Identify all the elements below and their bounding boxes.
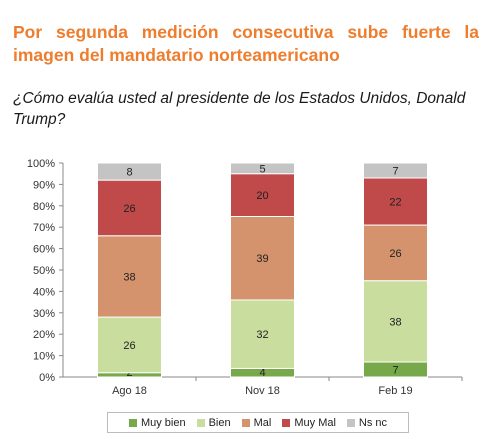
data-label: 8: [126, 167, 132, 179]
data-label: 32: [256, 329, 268, 341]
bar-segment: [363, 162, 428, 179]
bar-segment: [363, 224, 428, 282]
bar-segment: [230, 299, 295, 369]
data-label: 5: [259, 164, 265, 176]
y-tick-label: 40%: [33, 286, 55, 298]
bar-segment: [363, 177, 428, 226]
bar-segment: [230, 216, 295, 301]
y-tick-label: 0%: [39, 372, 55, 384]
data-label: 38: [123, 271, 135, 283]
y-tick-label: 20%: [33, 329, 55, 341]
survey-question: ¿Cómo evalúa usted al presidente de los …: [13, 90, 466, 128]
bar-segment: [363, 280, 428, 363]
legend-swatch: [282, 418, 291, 427]
legend-label: Bien: [208, 416, 231, 429]
bar-segment: [97, 162, 162, 181]
bar-segment: [97, 316, 162, 374]
y-tick-label: 30%: [33, 308, 55, 320]
data-label: 7: [392, 365, 398, 377]
legend-item: Ns nc: [346, 416, 388, 429]
data-label: 26: [123, 203, 135, 215]
data-label: 39: [256, 253, 268, 265]
data-label: 4: [259, 367, 265, 379]
y-tick-label: 60%: [33, 244, 55, 256]
y-tick-label: 50%: [33, 265, 55, 277]
legend-label: Ns nc: [358, 416, 388, 429]
bar-segment: [97, 235, 162, 318]
data-label: 20: [256, 190, 268, 202]
legend-swatch: [196, 418, 205, 427]
x-tick-label: Ago 18: [112, 385, 147, 397]
data-label: 26: [389, 248, 401, 260]
legend-item: Muy bien: [128, 416, 186, 429]
y-tick-label: 10%: [33, 351, 55, 363]
data-label: 38: [389, 316, 401, 328]
x-tick-label: Nov 18: [245, 385, 280, 397]
legend-swatch: [128, 418, 137, 427]
legend-item: Bien: [196, 416, 231, 429]
legend-label: Mal: [253, 416, 272, 429]
chart-legend: Muy bien Bien Mal Muy Mal Ns nc: [107, 412, 409, 433]
y-tick-label: 90%: [33, 179, 55, 191]
legend-label: Muy bien: [140, 416, 186, 429]
bar-segment: [230, 173, 295, 217]
y-tick-label: 80%: [33, 201, 55, 213]
legend-swatch: [241, 418, 250, 427]
legend-item: Mal: [241, 416, 272, 429]
legend-label: Muy Mal: [294, 416, 336, 429]
bar-segment: [97, 179, 162, 237]
data-label: 7: [392, 165, 398, 177]
legend-swatch: [346, 418, 355, 427]
chart-headline: Por segunda medición consecutiva sube fu…: [13, 22, 479, 65]
y-tick-label: 70%: [33, 222, 55, 234]
data-label: 26: [123, 340, 135, 352]
x-tick-label: Feb 19: [378, 385, 412, 397]
data-label: 22: [389, 197, 401, 209]
legend-item: Muy Mal: [282, 417, 336, 429]
bar-segment: [230, 162, 295, 175]
y-tick-label: 100%: [27, 158, 55, 170]
